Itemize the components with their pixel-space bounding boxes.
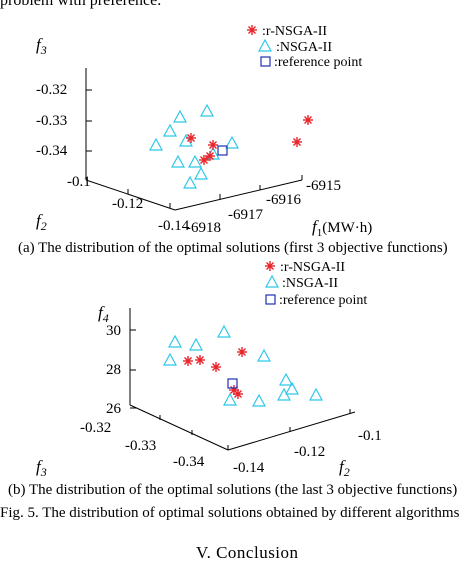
nsga-marker xyxy=(284,381,300,395)
chart-a-legend: :r-NSGA-II :NSGA-II :reference point xyxy=(247,24,362,70)
chart-a-x-tick: -6915 xyxy=(306,178,341,194)
chart-a-y-tick: -0.14 xyxy=(158,218,190,234)
legend-ref-marker xyxy=(265,294,276,305)
chart-b-nsga-points xyxy=(162,324,324,407)
chart-a-z-label: f3 xyxy=(36,35,47,57)
figure-caption: Fig. 5. The distribution of optimal solu… xyxy=(0,505,460,521)
chart-a-z-tick: -0.34 xyxy=(36,143,68,159)
rnsga-marker xyxy=(265,261,275,271)
chart-b: f4 f3 f2 30 28 26 -0.32 -0.33 -0.34 -0.1… xyxy=(36,260,382,479)
rnsga-marker xyxy=(237,347,247,357)
rnsga-marker xyxy=(303,115,313,125)
rnsga-marker xyxy=(211,362,221,372)
nsga-marker xyxy=(170,154,186,168)
nsga-marker xyxy=(222,392,238,406)
chart-b-x-tick: -0.1 xyxy=(358,428,382,444)
legend-label-nsga: :NSGA-II xyxy=(276,40,332,55)
chart-b-y-tick: -0.34 xyxy=(173,454,205,470)
chart-b-x-axis xyxy=(227,411,356,451)
nsga-marker xyxy=(278,372,294,386)
chart-b-x-label: f2 xyxy=(339,457,350,479)
legend-ref-marker xyxy=(260,56,271,67)
legend-label-ref: :reference point xyxy=(279,293,367,308)
nsga-marker xyxy=(257,38,273,52)
nsga-marker xyxy=(251,393,267,407)
chart-a: f3 f2 f1(MW·h) -0.32 -0.33 -0.34 -0.1 -0… xyxy=(36,24,372,239)
nsga-marker xyxy=(264,274,280,288)
nsga-marker xyxy=(187,154,203,168)
nsga-marker xyxy=(182,175,198,189)
chart-b-x-tick: -0.12 xyxy=(294,444,325,460)
chart-b-y-label: f3 xyxy=(36,457,47,479)
chart-b-y-axis xyxy=(129,404,229,451)
nsga-marker xyxy=(276,387,292,401)
chart-a-y-axis xyxy=(85,179,176,211)
chart-a-x-label: f1(MW·h) xyxy=(312,217,372,239)
nsga-marker xyxy=(162,123,178,137)
nsga-marker xyxy=(216,324,232,338)
nsga-marker xyxy=(172,109,188,123)
legend-label-rnsga: :r-NSGA-II xyxy=(262,24,327,39)
nsga-marker xyxy=(148,137,164,151)
chart-b-z-tick: 26 xyxy=(106,401,122,417)
chart-a-z-tick: -0.33 xyxy=(36,113,67,129)
chart-b-y-tick: -0.32 xyxy=(80,420,111,436)
rnsga-marker xyxy=(233,389,243,399)
chart-a-reference-point xyxy=(217,145,228,156)
subcaption-a: (a) The distribution of the optimal solu… xyxy=(18,240,448,256)
chart-b-reference-point xyxy=(227,378,238,389)
nsga-marker xyxy=(199,103,215,117)
rnsga-marker xyxy=(292,137,302,147)
nsga-marker xyxy=(256,348,272,362)
nsga-marker xyxy=(308,387,324,401)
chart-a-y-tick: -0.12 xyxy=(112,196,143,212)
chart-a-z-tick: -0.32 xyxy=(36,82,67,98)
legend-label-ref: :reference point xyxy=(274,55,362,70)
chart-a-x-tick: -6916 xyxy=(266,192,301,208)
nsga-marker xyxy=(167,334,183,348)
chart-b-y-tick: -0.33 xyxy=(125,438,156,454)
legend-label-rnsga: :r-NSGA-II xyxy=(280,260,345,275)
legend-label-nsga: :NSGA-II xyxy=(282,276,338,291)
chart-b-rnsga-points xyxy=(183,347,247,399)
rnsga-marker xyxy=(208,140,218,150)
nsga-marker xyxy=(162,352,178,366)
chart-a-y-label: f2 xyxy=(36,211,47,233)
chart-a-x-tick: -6918 xyxy=(186,220,221,236)
subcaption-b: (b) The distribution of the optimal solu… xyxy=(8,482,458,498)
chart-a-y-tick: -0.1 xyxy=(67,174,91,190)
rnsga-marker xyxy=(183,356,193,366)
chart-a-x-axis xyxy=(174,179,303,211)
chart-b-z-tick: 28 xyxy=(106,362,121,378)
nsga-marker xyxy=(193,166,209,180)
chart-b-x-tick: -0.14 xyxy=(233,460,265,476)
rnsga-marker xyxy=(247,25,257,35)
rnsga-marker xyxy=(199,155,209,165)
rnsga-marker xyxy=(205,151,215,161)
body-text-fragment: problem with preference. xyxy=(0,0,162,9)
chart-b-z-label: f4 xyxy=(98,303,109,325)
nsga-marker xyxy=(188,337,204,351)
chart-a-x-tick: -6917 xyxy=(228,207,263,223)
rnsga-marker xyxy=(195,355,205,365)
nsga-marker xyxy=(224,135,240,149)
rnsga-marker xyxy=(186,133,196,143)
chart-b-legend: :r-NSGA-II :NSGA-II :reference point xyxy=(264,260,367,308)
chart-a-rnsga-points xyxy=(186,115,313,165)
section-heading: V. Conclusion xyxy=(196,543,299,562)
chart-b-z-tick: 30 xyxy=(106,323,121,339)
